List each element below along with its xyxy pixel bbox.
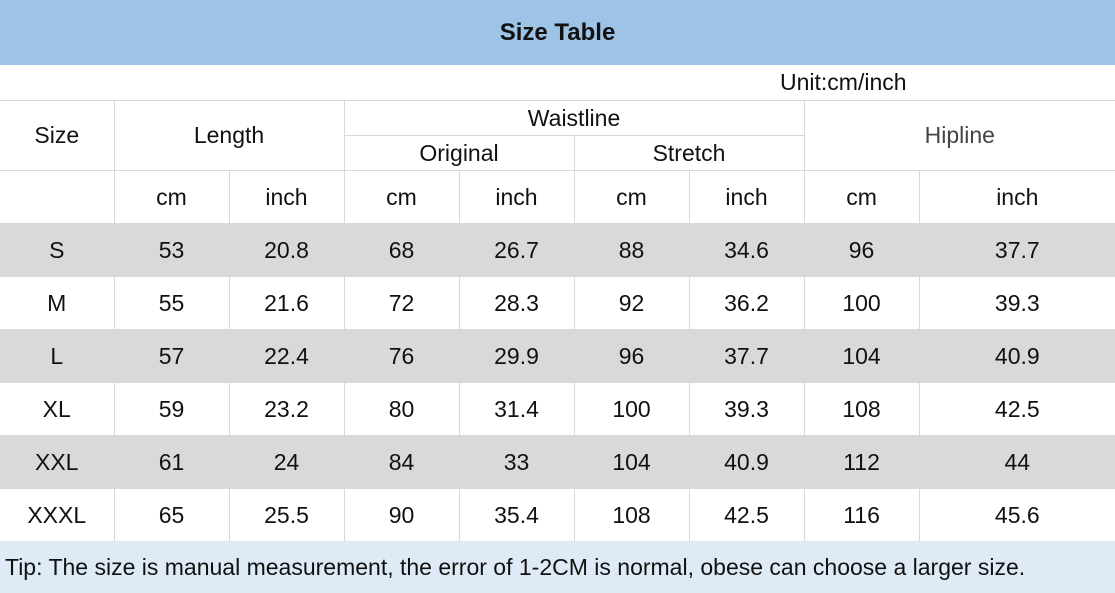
cell-original-cm: 84	[343, 435, 460, 489]
cell-original-cm: 68	[343, 223, 460, 277]
cell-stretch-inch: 36.2	[688, 276, 805, 330]
cell-size: XXL	[0, 435, 115, 489]
cell-length-inch: 21.6	[228, 276, 345, 330]
header-length: Length	[113, 100, 345, 171]
cell-stretch-inch: 34.6	[688, 223, 805, 277]
cell-stretch-inch: 37.7	[688, 329, 805, 383]
header-row-units: cm inch cm inch cm inch cm inch	[0, 170, 1115, 224]
header-row-group: Size Length Waistline Hipline	[0, 100, 1115, 171]
header-hipline: Hipline	[803, 100, 1115, 171]
cell-hip-cm: 96	[803, 223, 920, 277]
cell-original-inch: 35.4	[458, 488, 575, 542]
header-unit-cm: cm	[343, 170, 460, 224]
table-row: XXXL 65 25.5 90 35.4 108 42.5 116 45.6	[0, 488, 1115, 542]
cell-size: L	[0, 329, 115, 383]
cell-stretch-cm: 108	[573, 488, 690, 542]
cell-size: M	[0, 276, 115, 330]
header-unit-inch: inch	[918, 170, 1115, 224]
header-size: Size	[0, 100, 115, 171]
cell-hip-inch: 45.6	[918, 488, 1115, 542]
cell-hip-cm: 116	[803, 488, 920, 542]
cell-hip-inch: 44	[918, 435, 1115, 489]
cell-hip-inch: 42.5	[918, 382, 1115, 436]
table-row: M 55 21.6 72 28.3 92 36.2 100 39.3	[0, 276, 1115, 330]
cell-original-cm: 72	[343, 276, 460, 330]
cell-hip-cm: 104	[803, 329, 920, 383]
unit-row: Unit:cm/inch	[0, 65, 1115, 101]
header-unit-cm: cm	[803, 170, 920, 224]
cell-length-cm: 53	[113, 223, 230, 277]
header-unit-blank	[0, 170, 115, 224]
cell-length-inch: 20.8	[228, 223, 345, 277]
cell-original-inch: 33	[458, 435, 575, 489]
cell-original-cm: 80	[343, 382, 460, 436]
cell-stretch-cm: 96	[573, 329, 690, 383]
cell-length-inch: 24	[228, 435, 345, 489]
cell-stretch-inch: 42.5	[688, 488, 805, 542]
cell-hip-inch: 40.9	[918, 329, 1115, 383]
table-title: Size Table	[0, 0, 1115, 65]
header-unit-inch: inch	[688, 170, 805, 224]
cell-length-inch: 25.5	[228, 488, 345, 542]
tip-text: Tip: The size is manual measurement, the…	[5, 553, 1026, 580]
table-row: XXL 61 24 84 33 104 40.9 112 44	[0, 435, 1115, 489]
cell-size: XL	[0, 382, 115, 436]
header-unit-cm: cm	[113, 170, 230, 224]
cell-stretch-inch: 40.9	[688, 435, 805, 489]
header-row-sub: Original Stretch	[0, 135, 1115, 171]
header-unit-inch: inch	[228, 170, 345, 224]
cell-hip-inch: 39.3	[918, 276, 1115, 330]
cell-size: XXXL	[0, 488, 115, 542]
cell-original-cm: 90	[343, 488, 460, 542]
cell-stretch-cm: 104	[573, 435, 690, 489]
cell-stretch-cm: 92	[573, 276, 690, 330]
cell-length-inch: 22.4	[228, 329, 345, 383]
tip-banner: Tip: The size is manual measurement, the…	[0, 541, 1115, 593]
cell-original-cm: 76	[343, 329, 460, 383]
cell-hip-cm: 100	[803, 276, 920, 330]
cell-stretch-cm: 100	[573, 382, 690, 436]
cell-stretch-cm: 88	[573, 223, 690, 277]
size-table: Size Length Waistline Hipline Original S…	[0, 100, 1115, 542]
table-row: XL 59 23.2 80 31.4 100 39.3 108 42.5	[0, 382, 1115, 436]
header-unit-inch: inch	[458, 170, 575, 224]
cell-size: S	[0, 223, 115, 277]
cell-hip-cm: 108	[803, 382, 920, 436]
cell-length-inch: 23.2	[228, 382, 345, 436]
cell-length-cm: 61	[113, 435, 230, 489]
cell-hip-inch: 37.7	[918, 223, 1115, 277]
cell-original-inch: 31.4	[458, 382, 575, 436]
table-row: S 53 20.8 68 26.7 88 34.6 96 37.7	[0, 223, 1115, 277]
header-original: Original	[344, 135, 575, 171]
cell-length-cm: 57	[113, 329, 230, 383]
header-stretch: Stretch	[573, 135, 805, 171]
unit-label: Unit:cm/inch	[780, 69, 907, 95]
cell-length-cm: 55	[113, 276, 230, 330]
cell-original-inch: 29.9	[458, 329, 575, 383]
table-row: L 57 22.4 76 29.9 96 37.7 104 40.9	[0, 329, 1115, 383]
header-unit-cm: cm	[573, 170, 690, 224]
cell-hip-cm: 112	[803, 435, 920, 489]
cell-original-inch: 26.7	[458, 223, 575, 277]
cell-length-cm: 65	[113, 488, 230, 542]
cell-length-cm: 59	[113, 382, 230, 436]
header-waistline: Waistline	[343, 100, 805, 136]
cell-stretch-inch: 39.3	[688, 382, 805, 436]
cell-original-inch: 28.3	[458, 276, 575, 330]
